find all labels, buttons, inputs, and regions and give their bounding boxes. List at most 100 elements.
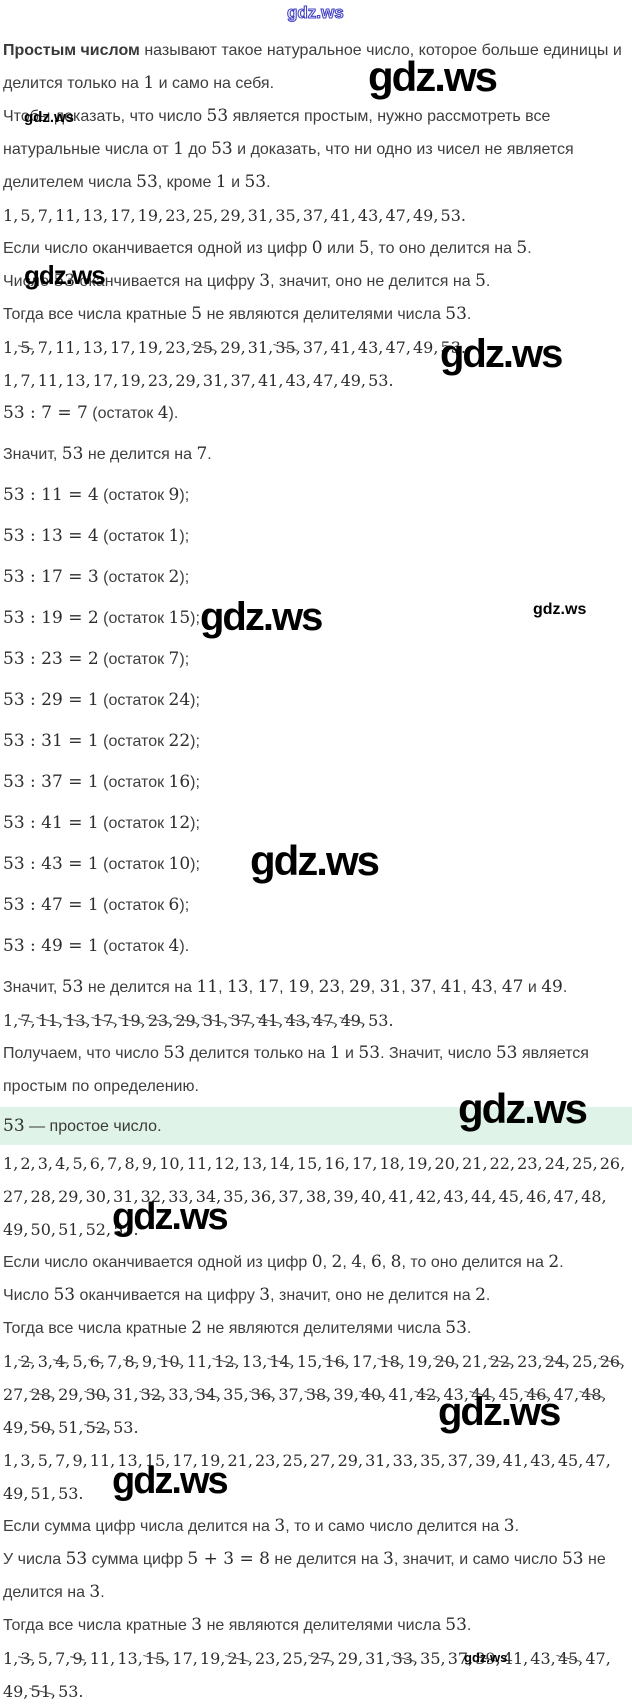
number: 47 <box>585 1649 606 1668</box>
struck-number: 39 <box>475 1649 496 1668</box>
struck-number: 4 <box>55 1352 66 1371</box>
number: 1 <box>3 371 14 390</box>
watermark-gdz: gdz.ws <box>438 1390 561 1434</box>
watermark-gdz: gdz.ws <box>533 601 587 618</box>
division-row: 53 : 49 = 1 (остаток 4). <box>3 936 190 956</box>
number: 9 <box>72 1451 83 1470</box>
number-list-after-5: 1, 7, 11, 13, 17, 19, 23, 29, 31, 37, 41… <box>3 371 394 390</box>
number: 7 <box>55 1451 66 1470</box>
math-number: 3 <box>383 1549 394 1569</box>
number: 23 <box>517 1154 538 1173</box>
number: 11 <box>89 1649 111 1668</box>
number: 13 <box>82 206 103 225</box>
number: 17 <box>172 1451 193 1470</box>
math-number: 3 <box>191 1615 203 1635</box>
number: 13 <box>117 1451 138 1470</box>
number: 21 <box>227 1451 248 1470</box>
number: 7 <box>37 338 48 357</box>
math-number: 53 : 11 = 4 <box>3 485 99 505</box>
math-number: 3 <box>259 1285 271 1305</box>
number: 53 <box>58 1682 79 1701</box>
math-number: 22 <box>168 731 191 751</box>
math-number: 29 <box>349 977 371 997</box>
number: 9 <box>141 1154 153 1173</box>
number: 37 <box>447 1649 469 1668</box>
math-number: 1 <box>329 1043 341 1063</box>
number-list-candidates: 1, 5, 7, 11, 13, 17, 19, 23, 25, 29, 31,… <box>3 206 466 225</box>
number: 19 <box>407 1352 428 1371</box>
number: 27 <box>3 1385 24 1404</box>
math-number: 43 <box>471 977 493 997</box>
number: 1 <box>3 1011 14 1030</box>
paragraph-definition: Простым числом называют такое натурально… <box>3 34 630 100</box>
division-row: 53 : 19 = 2 (остаток 15); <box>3 608 200 628</box>
number: 5 <box>37 1649 48 1668</box>
math-number: 53 <box>136 172 158 192</box>
struck-number: 29 <box>175 1011 196 1030</box>
number: 29 <box>175 371 196 390</box>
number: 37 <box>278 1385 299 1404</box>
number: 40 <box>360 1187 382 1206</box>
number: 31 <box>113 1187 134 1206</box>
number: 47 <box>553 1187 574 1206</box>
number: 17 <box>172 1649 193 1668</box>
struck-number: 23 <box>147 1011 169 1030</box>
struck-number: 5 <box>20 338 31 357</box>
number: 37 <box>447 1451 469 1470</box>
number: 45 <box>498 1187 519 1206</box>
math-number: 11 <box>196 977 219 997</box>
struck-number: 18 <box>379 1352 400 1371</box>
struck-number: 45 <box>557 1649 579 1668</box>
math-number: 53 <box>211 139 233 159</box>
paragraph-drop-2: Тогда все числа кратные 2 не являются де… <box>3 1318 472 1338</box>
number: 1 <box>3 1154 14 1173</box>
math-number: 2 <box>191 1318 203 1338</box>
number: 29 <box>220 338 241 357</box>
division-row: 53 : 17 = 3 (остаток 2); <box>3 567 190 587</box>
number: 1 <box>3 338 14 357</box>
number: 42 <box>415 1187 437 1206</box>
number: 31 <box>202 371 224 390</box>
math-number: 53 : 13 = 4 <box>3 526 99 546</box>
number: 39 <box>475 1451 496 1470</box>
watermark-gdz-outline: gdz.ws <box>286 3 344 22</box>
struck-number: 32 <box>140 1385 162 1404</box>
struck-number: 11 <box>37 1011 59 1030</box>
struck-number: 19 <box>120 1011 141 1030</box>
number: 53 <box>440 338 461 357</box>
struck-number: 47 <box>313 1011 334 1030</box>
math-number: 53 <box>61 977 84 997</box>
number: 29 <box>58 1187 79 1206</box>
math-number: 53 : 17 = 3 <box>3 567 99 587</box>
struck-number: 40 <box>360 1385 382 1404</box>
number: 43 <box>285 371 306 390</box>
number: 5 <box>37 1451 48 1470</box>
number: 24 <box>544 1154 566 1173</box>
number: 35 <box>223 1385 244 1404</box>
number: 7 <box>107 1352 118 1371</box>
number: 53 <box>368 371 389 390</box>
struck-number: 44 <box>471 1385 492 1404</box>
number: 19 <box>199 1451 221 1470</box>
number: 25 <box>572 1154 593 1173</box>
number: 13 <box>117 1649 138 1668</box>
answer-highlight: 53 — простое число. <box>0 1107 632 1145</box>
struck-number: 22 <box>489 1352 510 1371</box>
number: 31 <box>113 1385 134 1404</box>
paragraph-check-2: Число 53 оканчивается на цифру 3, значит… <box>3 1285 491 1305</box>
math-number: 3 <box>89 1582 101 1602</box>
math-number: 53 : 7 = 7 <box>3 403 88 423</box>
struck-number: 20 <box>434 1352 455 1371</box>
division-row: 53 : 37 = 1 (остаток 16); <box>3 772 200 792</box>
paragraph-rule-3: Если сумма цифр числа делится на 3, то и… <box>3 1516 520 1536</box>
number: 34 <box>195 1187 217 1206</box>
watermark-gdz: gdz.ws <box>458 1085 588 1132</box>
number: 39 <box>333 1385 354 1404</box>
struck-number: 10 <box>159 1352 180 1371</box>
math-number: 53 : 23 = 2 <box>3 649 99 669</box>
math-number: 53 <box>561 1549 584 1569</box>
number: 39 <box>333 1187 354 1206</box>
number: 17 <box>351 1352 373 1371</box>
division-row: 53 : 43 = 1 (остаток 10); <box>3 854 200 874</box>
number-list-strike-multiples-of-2: 1, 2, 3, 4, 5, 6, 7, 8, 9, 10, 11, 12, 1… <box>3 1352 626 1437</box>
